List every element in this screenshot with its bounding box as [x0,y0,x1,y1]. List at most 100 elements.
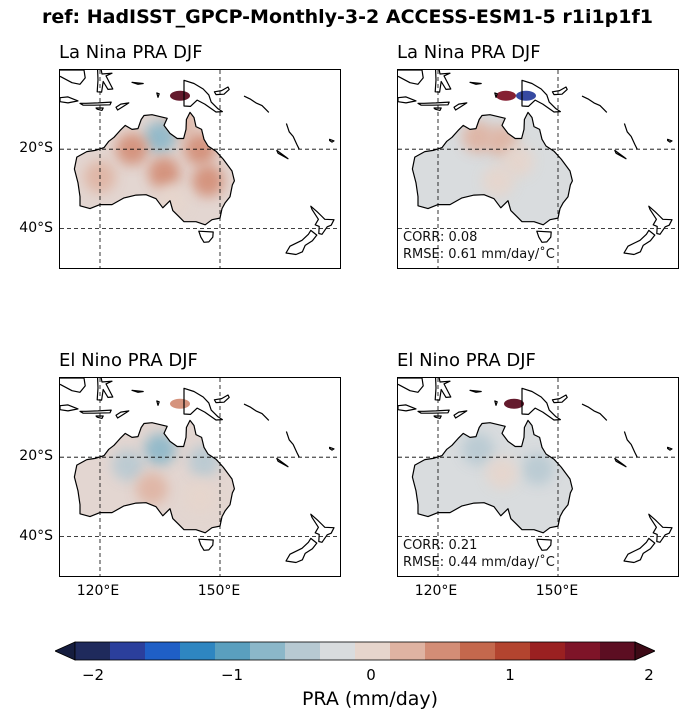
coast-solomon [581,403,608,421]
coast-tasmania [536,230,552,243]
rmse-text-2: RMSE: 0.61 mm/day/˚C [403,247,555,262]
coast-aru [494,400,498,406]
coast-new-britain [551,394,568,404]
colorbar-label: PRA (mm/day) [301,688,439,710]
field-blob-3-4 [136,472,168,505]
coast-sumba [433,107,442,111]
coast-java [398,404,417,412]
coast-sumba [95,107,104,111]
map-panel-4: CORR: 0.21 RMSE: 0.44 mm/day/˚C [397,377,679,577]
field-hotspot-2-0 [516,90,536,101]
coast-vanuatu [285,431,300,458]
coast-aru [494,92,498,98]
field-hotspot-2-1 [496,90,516,101]
coast-sulawesi [434,378,452,401]
coast-solomon [243,403,270,421]
panel-title-4: El Nino PRA DJF [397,350,536,371]
coast-fiji [329,138,335,143]
cbar-tick-p2: 2 [644,666,654,684]
lon-label-120e-left: 120°E [76,583,120,599]
map-svg-2 [398,70,678,268]
map-panel-2: CORR: 0.08 RMSE: 0.61 mm/day/˚C [397,69,679,269]
coast-solomon [243,95,270,113]
coast-timor [453,102,468,111]
field-blob-3-5 [184,480,216,513]
coast-new-caledonia [614,149,627,160]
coast-nz-south [285,229,318,256]
field-hotspot-4-0 [504,398,524,409]
coast-borneo [60,70,86,85]
coast-nz-north [648,513,673,543]
coast-flores-chain [79,101,112,106]
land-fill-3 [74,420,235,533]
colorbar-segment-0 [75,642,111,660]
coast-new-caledonia [614,457,627,468]
field-blob-3-2 [112,449,144,482]
coast-java [60,404,79,412]
coast-vanuatu [285,123,300,150]
colorbar-frame [74,641,636,661]
coast-flores-chain [79,409,112,414]
colorbar-segment-11 [460,642,496,660]
lat-label-20s-row2: 20°S [19,448,53,464]
coast-aru [156,92,160,98]
coast-sumba [95,415,104,419]
coast-png [521,387,561,421]
coast-seram [131,389,144,393]
lat-label-40s-row1: 40°S [19,220,53,236]
map-panel-1 [59,69,341,269]
corr-text-4: CORR: 0.21 [403,538,478,553]
colorbar-segment-4 [215,642,251,660]
coast-flores-chain [417,409,450,414]
coast-png [183,79,223,113]
coast-australia [411,419,573,534]
coast-new-britain [213,86,230,96]
field-blob-4-1 [462,433,494,466]
coast-seram [469,81,482,85]
lat-label-40s-row2: 40°S [19,528,53,544]
coast-new-britain [551,86,568,96]
colorbar-segment-14 [565,642,601,660]
coast-tasmania [198,230,214,243]
coast-png [521,79,561,113]
cbar-tick-p1: 1 [505,666,515,684]
coast-java [60,96,79,104]
field-blob-1-4 [148,156,180,189]
coast-tasmania [536,538,552,551]
colorbar-segment-7 [320,642,356,660]
colorbar-segment-5 [250,642,286,660]
coast-fiji [667,446,673,451]
coast-new-caledonia [276,457,289,468]
coast-sumba [433,415,442,419]
coast-nz-north [310,513,335,543]
coast-sulawesi [434,70,452,93]
coast-nz-south [623,229,656,256]
coast-nz-south [623,537,656,564]
coast-fiji [667,138,673,143]
coast-borneo [398,70,424,85]
lon-label-120e-right: 120°E [414,583,458,599]
field-blob-1-8 [156,184,188,217]
coast-tasmania [198,538,214,551]
field-blob-1-2 [144,121,176,154]
corr-text-2: CORR: 0.08 [403,230,478,245]
field-blob-2-4 [502,145,534,178]
field-blob-2-5 [482,164,514,197]
field-blob-3-3 [188,445,220,478]
coast-borneo [60,378,86,393]
data-field-1 [74,112,235,225]
coast-java [398,96,417,104]
coast-timor [115,410,130,419]
colorbar-segment-8 [355,642,391,660]
coast-vanuatu [623,123,638,150]
coast-timor [115,102,130,111]
colorbar-segment-10 [425,642,461,660]
coast-new-caledonia [276,149,289,160]
cbar-tick-m2: −2 [81,666,105,684]
map-svg-1 [60,70,340,268]
map-svg-3 [60,378,340,576]
data-field-3 [74,420,235,533]
field-hotspot-1-0 [170,90,190,101]
colorbar-segment-3 [180,642,216,660]
panel-title-2: La Nina PRA DJF [397,42,541,63]
